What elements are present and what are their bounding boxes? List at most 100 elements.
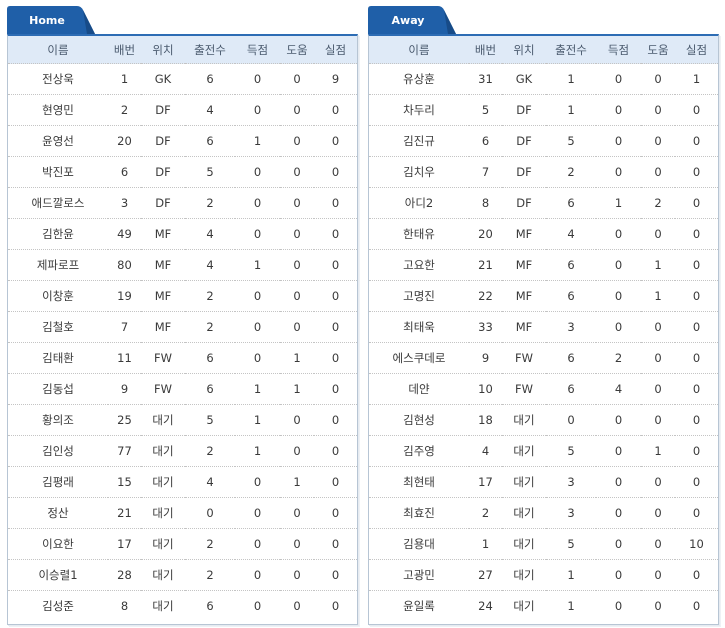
player-conceded-cell: 0 [675,218,718,250]
player-appearances-cell: 6 [185,63,235,95]
player-assists-cell: 0 [280,435,314,467]
player-position-cell: 대기 [502,528,546,560]
player-goals-cell: 1 [235,249,280,281]
player-number-cell: 7 [469,156,502,188]
player-goals-cell: 0 [596,528,641,560]
player-position-cell: MF [502,280,546,312]
player-conceded-cell: 0 [675,435,718,467]
player-appearances-cell: 6 [546,187,596,219]
player-name-cell: 김태환 [8,342,108,374]
player-assists-cell: 0 [280,559,314,591]
player-position-cell: 대기 [141,497,185,529]
player-appearances-cell: 5 [546,125,596,157]
player-assists-cell: 0 [280,280,314,312]
player-assists-cell: 0 [641,311,675,343]
away-tab-label: Away [391,14,425,27]
player-assists-cell: 0 [641,156,675,188]
player-number-cell: 9 [108,373,141,405]
player-conceded-cell: 0 [314,466,357,498]
player-number-cell: 3 [108,187,141,219]
player-goals-cell: 0 [596,466,641,498]
table-row: 애드깔로스 3 DF 2 0 0 0 [8,187,357,219]
player-assists-cell: 0 [280,590,314,621]
player-name-cell: 고명진 [369,280,469,312]
player-goals-cell: 0 [235,218,280,250]
player-goals-cell: 0 [596,404,641,436]
player-number-cell: 10 [469,373,502,405]
player-position-cell: 대기 [502,559,546,591]
player-conceded-cell: 0 [675,311,718,343]
player-number-cell: 20 [108,125,141,157]
player-name-cell: 전상욱 [8,63,108,95]
player-position-cell: GK [502,63,546,95]
player-conceded-cell: 0 [675,125,718,157]
away-team-panel: Away 이름 배번 위치 출전수 득점 도움 실점 유상훈 31 GK 1 0 0 1 차두리 5 DF 1 0… [368,6,719,625]
player-conceded-cell: 0 [314,311,357,343]
player-assists-cell: 0 [641,466,675,498]
player-name-cell: 에스쿠데로 [369,342,469,374]
player-position-cell: GK [141,63,185,95]
player-conceded-cell: 0 [675,404,718,436]
player-appearances-cell: 5 [546,528,596,560]
home-tab[interactable]: Home [7,6,95,34]
player-conceded-cell: 0 [314,94,357,126]
player-conceded-cell: 0 [675,187,718,219]
player-goals-cell: 0 [235,590,280,621]
player-conceded-cell: 0 [314,156,357,188]
table-row: 고광민 27 대기 1 0 0 0 [369,559,718,591]
player-appearances-cell: 5 [185,156,235,188]
player-position-cell: MF [141,249,185,281]
player-position-cell: 대기 [141,590,185,621]
player-goals-cell: 0 [235,187,280,219]
player-position-cell: DF [502,94,546,126]
player-assists-cell: 1 [280,373,314,405]
player-position-cell: MF [141,218,185,250]
home-header-goals-col: 득점 [235,36,280,64]
tab-shape [7,6,95,34]
away-tab[interactable]: Away [368,6,456,34]
player-position-cell: MF [502,249,546,281]
table-row: 김주영 4 대기 5 0 1 0 [369,435,718,467]
player-conceded-cell: 0 [675,280,718,312]
player-number-cell: 31 [469,63,502,95]
player-assists-cell: 0 [280,404,314,436]
table-row: 윤영선 20 DF 6 1 0 0 [8,125,357,157]
table-row: 김현성 18 대기 0 0 0 0 [369,404,718,436]
player-name-cell: 이창훈 [8,280,108,312]
table-row: 최효진 2 대기 3 0 0 0 [369,497,718,529]
home-player-rows: 전상욱 1 GK 6 0 0 9 현영민 2 DF 4 0 0 0 윤영선 20 DF 6 1 0 0 박진포 6 DF 5 0 0… [8,63,357,621]
player-number-cell: 2 [469,497,502,529]
player-number-cell: 1 [469,528,502,560]
table-row: 데얀 10 FW 6 4 0 0 [369,373,718,405]
player-goals-cell: 0 [235,156,280,188]
away-header-goals-col: 득점 [596,36,641,64]
player-assists-cell: 0 [280,528,314,560]
player-assists-cell: 0 [280,156,314,188]
player-appearances-cell: 2 [185,559,235,591]
player-number-cell: 21 [108,497,141,529]
player-position-cell: DF [141,156,185,188]
player-number-cell: 6 [469,125,502,157]
away-header-row: 이름 배번 위치 출전수 득점 도움 실점 [369,36,718,64]
player-appearances-cell: 1 [546,94,596,126]
tab-shape [368,6,456,34]
player-position-cell: DF [502,187,546,219]
player-number-cell: 33 [469,311,502,343]
player-position-cell: 대기 [141,404,185,436]
player-appearances-cell: 4 [185,249,235,281]
player-name-cell: 김성준 [8,590,108,621]
home-header-conceded-col: 실점 [314,36,357,64]
table-row: 유상훈 31 GK 1 0 0 1 [369,63,718,95]
home-team-panel: Home 이름 배번 위치 출전수 득점 도움 실점 전상욱 1 GK 6 0 0 9 현영민 2 DF 4 0 0… [7,6,358,625]
player-position-cell: FW [502,373,546,405]
player-appearances-cell: 6 [546,249,596,281]
player-name-cell: 김한윤 [8,218,108,250]
player-goals-cell: 0 [235,280,280,312]
player-name-cell: 아디2 [369,187,469,219]
away-stats-table: 이름 배번 위치 출전수 득점 도움 실점 유상훈 31 GK 1 0 0 1 차두리 5 DF 1 0 0 0 김진규… [369,36,718,621]
player-name-cell: 윤영선 [8,125,108,157]
player-appearances-cell: 0 [185,497,235,529]
player-goals-cell: 1 [235,435,280,467]
player-appearances-cell: 0 [546,404,596,436]
player-goals-cell: 0 [596,125,641,157]
